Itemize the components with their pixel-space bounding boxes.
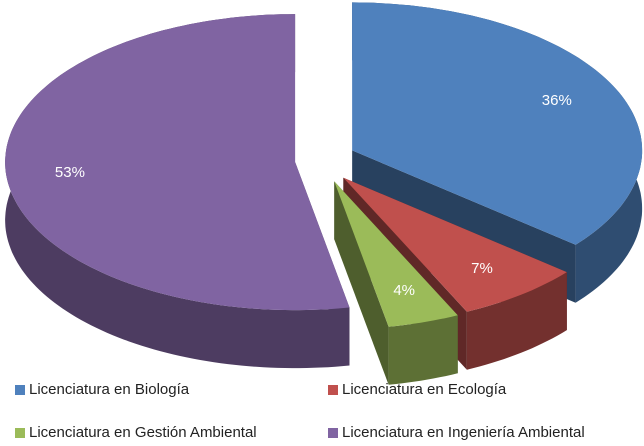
- legend-label: Licenciatura en Ingeniería Ambiental: [342, 424, 585, 441]
- pie-slice: [334, 181, 458, 385]
- slice-side: [388, 315, 458, 385]
- data-label: 7%: [471, 260, 493, 277]
- data-label: 4%: [393, 282, 415, 299]
- slice-top: [334, 181, 458, 327]
- slice-top: [343, 177, 567, 312]
- legend-swatch: [15, 385, 25, 395]
- slice-side: [466, 272, 567, 370]
- data-label: 53%: [55, 164, 85, 181]
- data-label: 36%: [542, 92, 572, 109]
- slice-top: [5, 14, 350, 311]
- legend-swatch: [328, 428, 338, 438]
- legend-swatch: [328, 385, 338, 395]
- pie-slice: [5, 14, 350, 369]
- legend-label: Licenciatura en Biología: [29, 381, 190, 398]
- legend-swatch: [15, 428, 25, 438]
- legend-label: Licenciatura en Ecología: [342, 381, 507, 398]
- legend-label: Licenciatura en Gestión Ambiental: [29, 424, 257, 441]
- slice-wall: [334, 181, 389, 385]
- slice-top: [352, 2, 643, 245]
